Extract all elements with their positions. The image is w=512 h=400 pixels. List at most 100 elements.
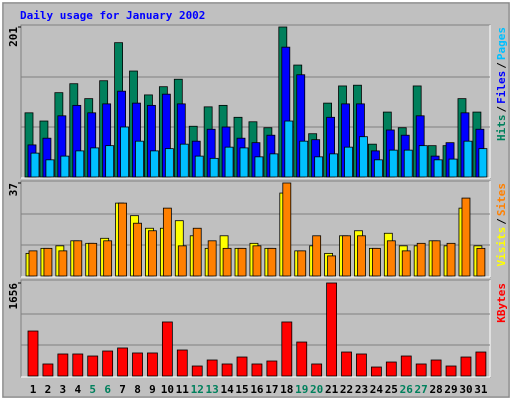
- bar: [42, 363, 54, 377]
- bar: [341, 351, 352, 377]
- bar: [90, 147, 100, 178]
- bar: [161, 321, 173, 377]
- x-tick-label: 12: [191, 383, 204, 396]
- x-tick-label: 4: [74, 383, 81, 396]
- legend-entry: Hits: [495, 115, 508, 142]
- legend-entry: Pages: [495, 27, 508, 60]
- x-tick-label: 26: [400, 383, 414, 396]
- chart-title: Daily usage for January 2002: [20, 9, 205, 22]
- bar: [478, 148, 488, 178]
- legend: Hits / Files / Pages: [495, 27, 508, 141]
- bar: [237, 247, 247, 277]
- bar: [460, 356, 472, 377]
- bar: [284, 120, 294, 178]
- x-tick-label: 5: [89, 383, 96, 396]
- bar: [281, 321, 293, 377]
- x-tick-label: 28: [429, 383, 442, 396]
- bar: [476, 247, 486, 277]
- bar: [311, 363, 323, 377]
- bar: [88, 242, 98, 277]
- bar: [400, 355, 412, 377]
- bar: [135, 140, 144, 178]
- x-tick-label: 18: [280, 383, 293, 396]
- bar: [148, 230, 157, 277]
- bar: [418, 145, 428, 178]
- bar: [356, 353, 367, 377]
- bar: [58, 250, 68, 277]
- x-tick-label: 22: [340, 383, 353, 396]
- x-tick-label: 1: [30, 383, 37, 396]
- x-tick-label: 7: [119, 383, 126, 396]
- panel: [20, 279, 491, 378]
- bar: [206, 359, 218, 377]
- legend-entry: Files: [495, 71, 508, 104]
- bar: [312, 235, 322, 277]
- bar: [222, 247, 232, 277]
- bar: [120, 126, 129, 178]
- x-tick-label: 31: [474, 383, 488, 396]
- bar: [296, 341, 308, 377]
- bar: [252, 245, 262, 277]
- bar: [314, 156, 324, 178]
- bar: [403, 149, 413, 178]
- legend-entry: Sites: [495, 183, 508, 216]
- bar: [45, 159, 55, 178]
- bar: [57, 353, 69, 377]
- bar: [102, 350, 114, 377]
- bar: [326, 282, 338, 377]
- bar: [299, 140, 309, 178]
- bar: [239, 147, 249, 178]
- bar: [105, 145, 115, 178]
- bar: [221, 363, 233, 377]
- bar: [191, 365, 203, 377]
- bar: [357, 235, 366, 277]
- bar: [87, 355, 99, 377]
- bar: [297, 250, 307, 277]
- y-tick-label: 37: [7, 183, 20, 196]
- bar: [433, 159, 443, 178]
- legend: Visits / Sites: [495, 183, 508, 267]
- bar: [401, 250, 411, 277]
- x-tick-label: 11: [176, 383, 190, 396]
- legend-entry: Visits: [495, 227, 508, 267]
- x-tick-label: 16: [250, 383, 264, 396]
- bar: [192, 227, 202, 277]
- x-tick-label: 30: [459, 383, 472, 396]
- bar: [75, 150, 85, 178]
- legend: KBytes: [495, 283, 508, 323]
- y-tick-label: 1656: [7, 283, 20, 310]
- x-tick-label: 3: [60, 383, 67, 396]
- bar: [177, 245, 187, 277]
- bar: [463, 140, 473, 178]
- bar: [385, 361, 397, 377]
- x-tick-label: 10: [161, 383, 174, 396]
- bar: [251, 363, 263, 377]
- bar: [73, 240, 83, 277]
- x-tick-label: 29: [444, 383, 457, 396]
- x-tick-label: 19: [295, 383, 308, 396]
- x-tick-label: 13: [206, 383, 219, 396]
- x-tick-label: 24: [370, 383, 384, 396]
- bar: [162, 207, 172, 277]
- bar: [371, 247, 381, 277]
- bar: [445, 365, 457, 377]
- bar: [28, 250, 38, 277]
- bar: [370, 366, 382, 377]
- x-tick-label: 21: [325, 383, 339, 396]
- bar: [475, 351, 487, 377]
- bar: [267, 247, 277, 277]
- legend-entry: KBytes: [495, 283, 508, 323]
- bar: [344, 146, 353, 178]
- bar: [373, 159, 383, 178]
- bar: [415, 363, 427, 377]
- bar: [266, 360, 278, 377]
- bar: [30, 152, 40, 178]
- bar: [416, 242, 426, 277]
- bar: [430, 359, 442, 377]
- x-tick-label: 6: [104, 383, 111, 396]
- bar: [150, 150, 159, 178]
- legend-separator: /: [495, 106, 508, 113]
- bar: [147, 352, 158, 377]
